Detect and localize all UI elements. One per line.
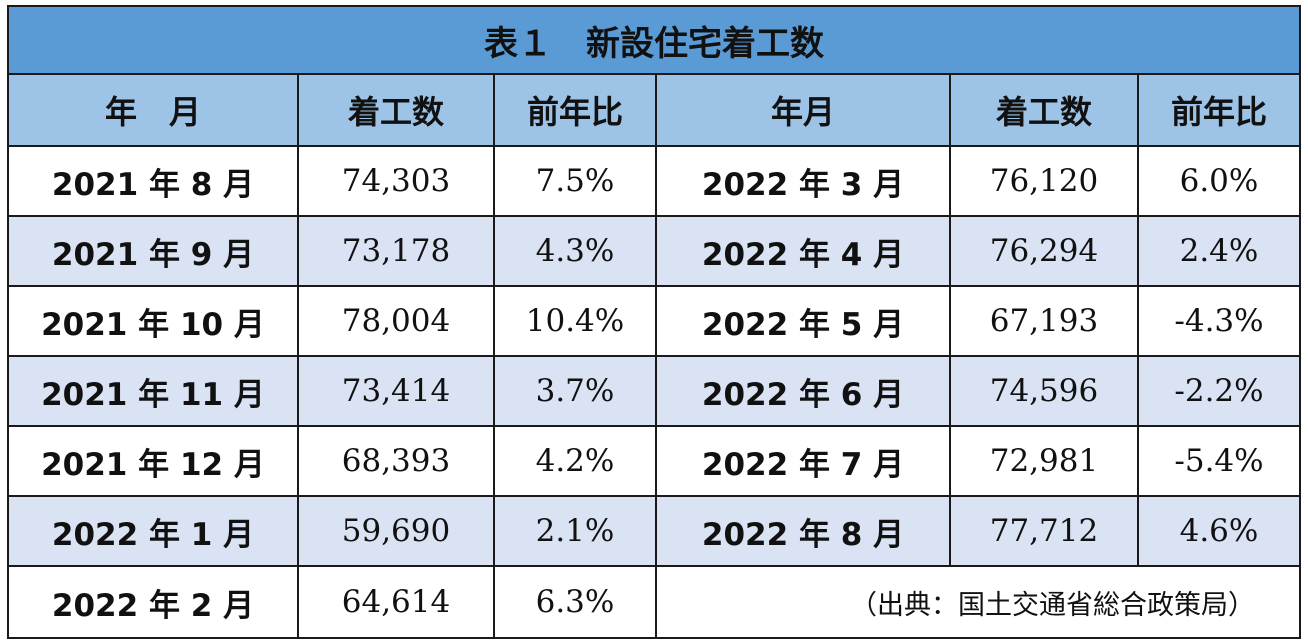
right-month-cell: 2022 年 3 月 — [655, 145, 951, 217]
left-yoy-cell: 3.7% — [493, 355, 657, 427]
table-row: 2021 年 11 月 73,414 3.7% 2022 年 6 月 74,59… — [7, 355, 1301, 427]
header-left-month: 年 月 — [7, 73, 299, 147]
right-starts-cell: 67,193 — [949, 285, 1139, 357]
left-month-cell: 2021 年 12 月 — [7, 425, 299, 497]
right-yoy-cell: -4.3% — [1137, 285, 1301, 357]
left-yoy-cell: 7.5% — [493, 145, 657, 217]
left-starts-cell: 73,414 — [297, 355, 495, 427]
header-row: 年 月 着工数 前年比 年月 着工数 前年比 — [7, 73, 1301, 147]
header-right-yoy: 前年比 — [1137, 73, 1301, 147]
right-month-cell: 2022 年 4 月 — [655, 215, 951, 287]
right-yoy-cell: 2.4% — [1137, 215, 1301, 287]
table-row: 2021 年 10 月 78,004 10.4% 2022 年 5 月 67,1… — [7, 285, 1301, 357]
right-starts-cell: 76,294 — [949, 215, 1139, 287]
header-right-starts: 着工数 — [949, 73, 1139, 147]
right-starts-cell: 72,981 — [949, 425, 1139, 497]
left-month-cell: 2022 年 2 月 — [7, 565, 299, 639]
right-month-cell: 2022 年 7 月 — [655, 425, 951, 497]
source-note: （出典：国土交通省総合政策局） — [655, 565, 1301, 639]
left-month-cell: 2022 年 1 月 — [7, 495, 299, 567]
table-title: 表１ 新設住宅着工数 — [7, 5, 1301, 75]
table-row: 2022 年 1 月 59,690 2.1% 2022 年 8 月 77,712… — [7, 495, 1301, 567]
left-starts-cell: 68,393 — [297, 425, 495, 497]
left-starts-cell: 64,614 — [297, 565, 495, 639]
header-right-month: 年月 — [655, 73, 951, 147]
left-starts-cell: 74,303 — [297, 145, 495, 217]
left-yoy-cell: 2.1% — [493, 495, 657, 567]
right-yoy-cell: 6.0% — [1137, 145, 1301, 217]
right-starts-cell: 76,120 — [949, 145, 1139, 217]
housing-starts-table-container: 表１ 新設住宅着工数 年 月 着工数 前年比 年月 着工数 前年比 2021 年… — [7, 5, 1301, 639]
left-yoy-cell: 6.3% — [493, 565, 657, 639]
left-month-cell: 2021 年 11 月 — [7, 355, 299, 427]
right-month-cell: 2022 年 6 月 — [655, 355, 951, 427]
right-yoy-cell: 4.6% — [1137, 495, 1301, 567]
header-left-yoy: 前年比 — [493, 73, 657, 147]
right-month-cell: 2022 年 8 月 — [655, 495, 951, 567]
table-row: 2021 年 12 月 68,393 4.2% 2022 年 7 月 72,98… — [7, 425, 1301, 497]
table-row: 2021 年 9 月 73,178 4.3% 2022 年 4 月 76,294… — [7, 215, 1301, 287]
right-month-cell: 2022 年 5 月 — [655, 285, 951, 357]
table-row: 2022 年 2 月 64,614 6.3% （出典：国土交通省総合政策局） — [7, 565, 1301, 639]
right-starts-cell: 77,712 — [949, 495, 1139, 567]
left-yoy-cell: 10.4% — [493, 285, 657, 357]
left-month-cell: 2021 年 9 月 — [7, 215, 299, 287]
left-month-cell: 2021 年 10 月 — [7, 285, 299, 357]
left-starts-cell: 73,178 — [297, 215, 495, 287]
title-row: 表１ 新設住宅着工数 — [7, 5, 1301, 75]
housing-starts-table: 表１ 新設住宅着工数 年 月 着工数 前年比 年月 着工数 前年比 2021 年… — [7, 5, 1301, 639]
table-row: 2021 年 8 月 74,303 7.5% 2022 年 3 月 76,120… — [7, 145, 1301, 217]
right-yoy-cell: -2.2% — [1137, 355, 1301, 427]
left-month-cell: 2021 年 8 月 — [7, 145, 299, 217]
right-yoy-cell: -5.4% — [1137, 425, 1301, 497]
left-yoy-cell: 4.3% — [493, 215, 657, 287]
right-starts-cell: 74,596 — [949, 355, 1139, 427]
left-yoy-cell: 4.2% — [493, 425, 657, 497]
left-starts-cell: 78,004 — [297, 285, 495, 357]
left-starts-cell: 59,690 — [297, 495, 495, 567]
header-left-starts: 着工数 — [297, 73, 495, 147]
